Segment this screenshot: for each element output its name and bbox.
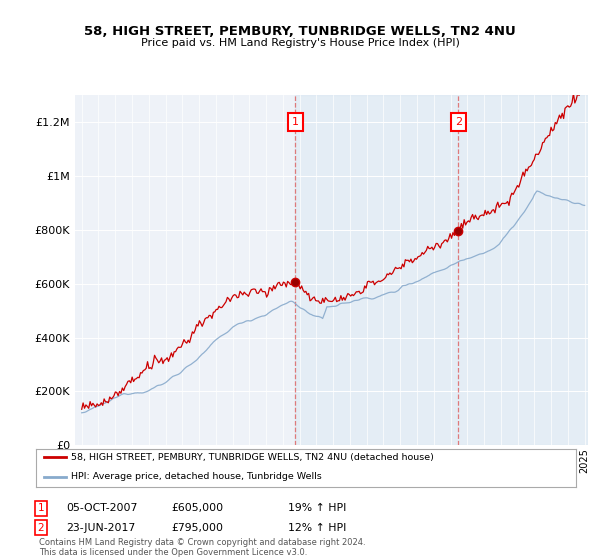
Text: 05-OCT-2007: 05-OCT-2007 (66, 503, 137, 514)
Text: 2: 2 (455, 117, 462, 127)
Text: HPI: Average price, detached house, Tunbridge Wells: HPI: Average price, detached house, Tunb… (71, 472, 322, 481)
Text: 2: 2 (37, 522, 44, 533)
Text: Contains HM Land Registry data © Crown copyright and database right 2024.
This d: Contains HM Land Registry data © Crown c… (39, 538, 365, 557)
Text: Price paid vs. HM Land Registry's House Price Index (HPI): Price paid vs. HM Land Registry's House … (140, 38, 460, 48)
Text: 58, HIGH STREET, PEMBURY, TUNBRIDGE WELLS, TN2 4NU (detached house): 58, HIGH STREET, PEMBURY, TUNBRIDGE WELL… (71, 453, 434, 462)
Text: 12% ↑ HPI: 12% ↑ HPI (288, 522, 346, 533)
Text: 58, HIGH STREET, PEMBURY, TUNBRIDGE WELLS, TN2 4NU: 58, HIGH STREET, PEMBURY, TUNBRIDGE WELL… (84, 25, 516, 38)
Bar (295, 95, 588, 445)
Text: £605,000: £605,000 (171, 503, 223, 514)
Text: 19% ↑ HPI: 19% ↑ HPI (288, 503, 346, 514)
Text: £795,000: £795,000 (171, 522, 223, 533)
Text: 1: 1 (37, 503, 44, 514)
Text: 23-JUN-2017: 23-JUN-2017 (66, 522, 135, 533)
Text: 1: 1 (292, 117, 299, 127)
